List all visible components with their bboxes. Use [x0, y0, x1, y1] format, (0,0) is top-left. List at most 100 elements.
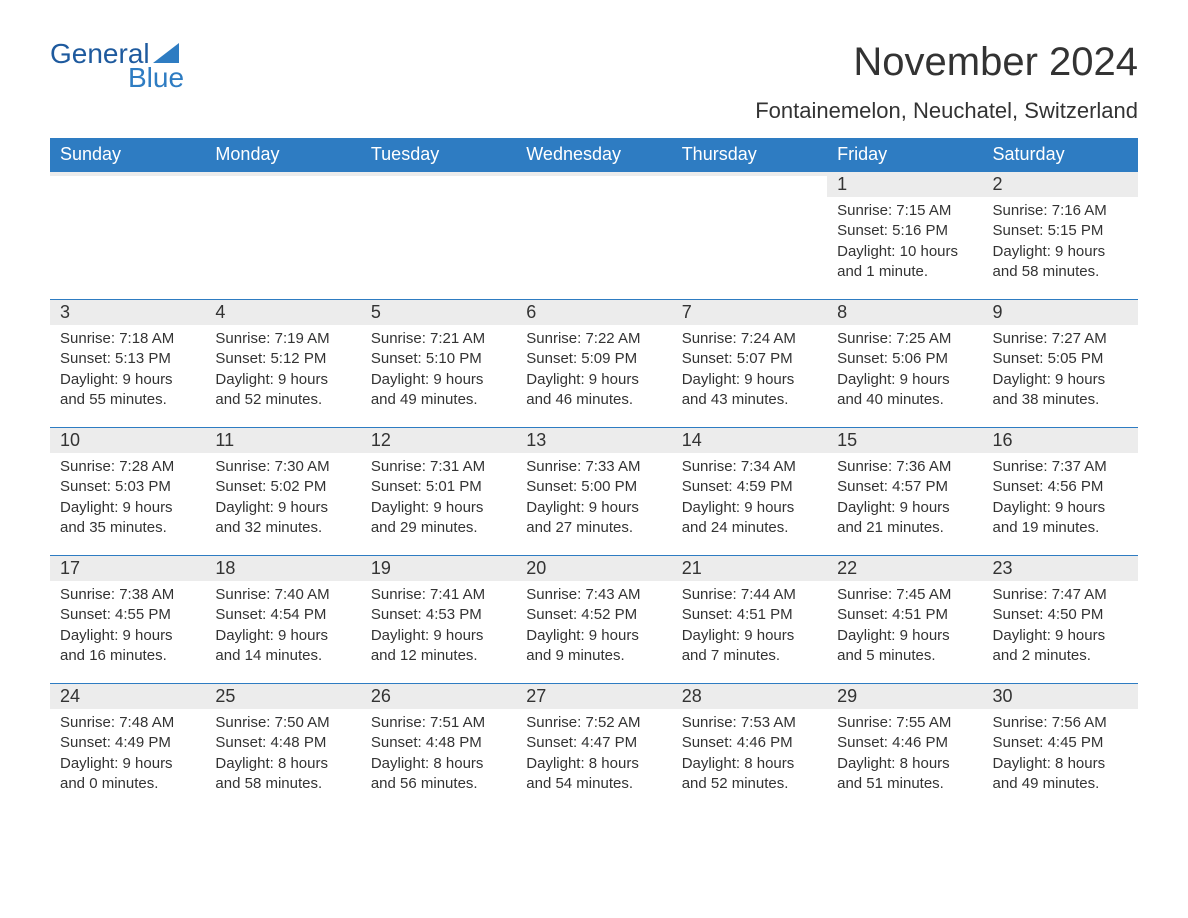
day-details: Sunrise: 7:18 AMSunset: 5:13 PMDaylight:… [50, 325, 205, 416]
day-number: 9 [983, 300, 1138, 325]
day-details: Sunrise: 7:25 AMSunset: 5:06 PMDaylight:… [827, 325, 982, 416]
day-details: Sunrise: 7:27 AMSunset: 5:05 PMDaylight:… [983, 325, 1138, 416]
calendar-cell: 14Sunrise: 7:34 AMSunset: 4:59 PMDayligh… [672, 427, 827, 555]
calendar-week-row: 10Sunrise: 7:28 AMSunset: 5:03 PMDayligh… [50, 427, 1138, 555]
sunset-text: Sunset: 4:52 PM [526, 605, 661, 625]
day-number: 8 [827, 300, 982, 325]
daylight2-text: and 55 minutes. [60, 390, 195, 410]
sunrise-text: Sunrise: 7:25 AM [837, 329, 972, 349]
calendar-cell [672, 171, 827, 299]
calendar-table: Sunday Monday Tuesday Wednesday Thursday… [50, 138, 1138, 811]
sunrise-text: Sunrise: 7:16 AM [993, 201, 1128, 221]
daylight2-text: and 24 minutes. [682, 518, 817, 538]
day-number: 7 [672, 300, 827, 325]
calendar-cell: 11Sunrise: 7:30 AMSunset: 5:02 PMDayligh… [205, 427, 360, 555]
sunrise-text: Sunrise: 7:48 AM [60, 713, 195, 733]
daylight1-text: Daylight: 9 hours [60, 370, 195, 390]
calendar-cell: 26Sunrise: 7:51 AMSunset: 4:48 PMDayligh… [361, 683, 516, 811]
sunset-text: Sunset: 4:55 PM [60, 605, 195, 625]
day-details: Sunrise: 7:51 AMSunset: 4:48 PMDaylight:… [361, 709, 516, 800]
day-details: Sunrise: 7:56 AMSunset: 4:45 PMDaylight:… [983, 709, 1138, 800]
sunrise-text: Sunrise: 7:40 AM [215, 585, 350, 605]
daylight2-text: and 0 minutes. [60, 774, 195, 794]
calendar-cell [361, 171, 516, 299]
daylight1-text: Daylight: 9 hours [215, 370, 350, 390]
weekday-header: Friday [827, 138, 982, 171]
sunrise-text: Sunrise: 7:36 AM [837, 457, 972, 477]
day-number: 6 [516, 300, 671, 325]
calendar-cell: 2Sunrise: 7:16 AMSunset: 5:15 PMDaylight… [983, 171, 1138, 299]
calendar-cell: 22Sunrise: 7:45 AMSunset: 4:51 PMDayligh… [827, 555, 982, 683]
day-details: Sunrise: 7:43 AMSunset: 4:52 PMDaylight:… [516, 581, 671, 672]
day-details: Sunrise: 7:38 AMSunset: 4:55 PMDaylight:… [50, 581, 205, 672]
sunrise-text: Sunrise: 7:43 AM [526, 585, 661, 605]
weekday-header: Tuesday [361, 138, 516, 171]
daylight2-text: and 51 minutes. [837, 774, 972, 794]
sunrise-text: Sunrise: 7:34 AM [682, 457, 817, 477]
sunrise-text: Sunrise: 7:31 AM [371, 457, 506, 477]
calendar-week-row: 24Sunrise: 7:48 AMSunset: 4:49 PMDayligh… [50, 683, 1138, 811]
sunset-text: Sunset: 4:46 PM [837, 733, 972, 753]
weekday-header: Sunday [50, 138, 205, 171]
daylight2-text: and 40 minutes. [837, 390, 972, 410]
calendar-cell: 9Sunrise: 7:27 AMSunset: 5:05 PMDaylight… [983, 299, 1138, 427]
daylight2-text: and 9 minutes. [526, 646, 661, 666]
day-details: Sunrise: 7:19 AMSunset: 5:12 PMDaylight:… [205, 325, 360, 416]
calendar-cell: 10Sunrise: 7:28 AMSunset: 5:03 PMDayligh… [50, 427, 205, 555]
daylight1-text: Daylight: 8 hours [837, 754, 972, 774]
daylight2-text: and 29 minutes. [371, 518, 506, 538]
sunset-text: Sunset: 4:51 PM [837, 605, 972, 625]
daylight2-text: and 43 minutes. [682, 390, 817, 410]
calendar-cell: 23Sunrise: 7:47 AMSunset: 4:50 PMDayligh… [983, 555, 1138, 683]
daylight1-text: Daylight: 9 hours [993, 370, 1128, 390]
daylight1-text: Daylight: 9 hours [526, 498, 661, 518]
sunset-text: Sunset: 5:07 PM [682, 349, 817, 369]
sunrise-text: Sunrise: 7:56 AM [993, 713, 1128, 733]
daylight1-text: Daylight: 8 hours [371, 754, 506, 774]
day-number: 24 [50, 684, 205, 709]
daylight2-text: and 54 minutes. [526, 774, 661, 794]
daylight1-text: Daylight: 9 hours [60, 754, 195, 774]
daylight1-text: Daylight: 9 hours [526, 370, 661, 390]
sunrise-text: Sunrise: 7:38 AM [60, 585, 195, 605]
daylight2-text: and 16 minutes. [60, 646, 195, 666]
calendar-cell: 25Sunrise: 7:50 AMSunset: 4:48 PMDayligh… [205, 683, 360, 811]
day-details: Sunrise: 7:45 AMSunset: 4:51 PMDaylight:… [827, 581, 982, 672]
sunset-text: Sunset: 5:15 PM [993, 221, 1128, 241]
weekday-header: Saturday [983, 138, 1138, 171]
day-details: Sunrise: 7:31 AMSunset: 5:01 PMDaylight:… [361, 453, 516, 544]
day-details: Sunrise: 7:21 AMSunset: 5:10 PMDaylight:… [361, 325, 516, 416]
day-number: 3 [50, 300, 205, 325]
day-number: 27 [516, 684, 671, 709]
sunset-text: Sunset: 4:53 PM [371, 605, 506, 625]
sunrise-text: Sunrise: 7:18 AM [60, 329, 195, 349]
day-number: 28 [672, 684, 827, 709]
calendar-cell: 21Sunrise: 7:44 AMSunset: 4:51 PMDayligh… [672, 555, 827, 683]
sunrise-text: Sunrise: 7:51 AM [371, 713, 506, 733]
sunset-text: Sunset: 5:05 PM [993, 349, 1128, 369]
sunset-text: Sunset: 4:45 PM [993, 733, 1128, 753]
sunset-text: Sunset: 4:59 PM [682, 477, 817, 497]
daylight1-text: Daylight: 9 hours [371, 626, 506, 646]
calendar-cell: 30Sunrise: 7:56 AMSunset: 4:45 PMDayligh… [983, 683, 1138, 811]
day-number: 23 [983, 556, 1138, 581]
page-title: November 2024 [853, 40, 1138, 85]
sunset-text: Sunset: 4:48 PM [371, 733, 506, 753]
sunrise-text: Sunrise: 7:44 AM [682, 585, 817, 605]
daylight1-text: Daylight: 9 hours [993, 498, 1128, 518]
calendar-cell: 24Sunrise: 7:48 AMSunset: 4:49 PMDayligh… [50, 683, 205, 811]
daylight2-text: and 58 minutes. [215, 774, 350, 794]
day-number: 1 [827, 172, 982, 197]
day-details: Sunrise: 7:41 AMSunset: 4:53 PMDaylight:… [361, 581, 516, 672]
day-number: 4 [205, 300, 360, 325]
calendar-cell: 8Sunrise: 7:25 AMSunset: 5:06 PMDaylight… [827, 299, 982, 427]
brand-line2: Blue [128, 64, 184, 92]
calendar-cell [516, 171, 671, 299]
daylight2-text: and 2 minutes. [993, 646, 1128, 666]
daylight2-text: and 1 minute. [837, 262, 972, 282]
brand-logo: General Blue [50, 40, 184, 92]
daylight1-text: Daylight: 9 hours [60, 626, 195, 646]
sunrise-text: Sunrise: 7:55 AM [837, 713, 972, 733]
daylight2-text: and 56 minutes. [371, 774, 506, 794]
day-number: 21 [672, 556, 827, 581]
